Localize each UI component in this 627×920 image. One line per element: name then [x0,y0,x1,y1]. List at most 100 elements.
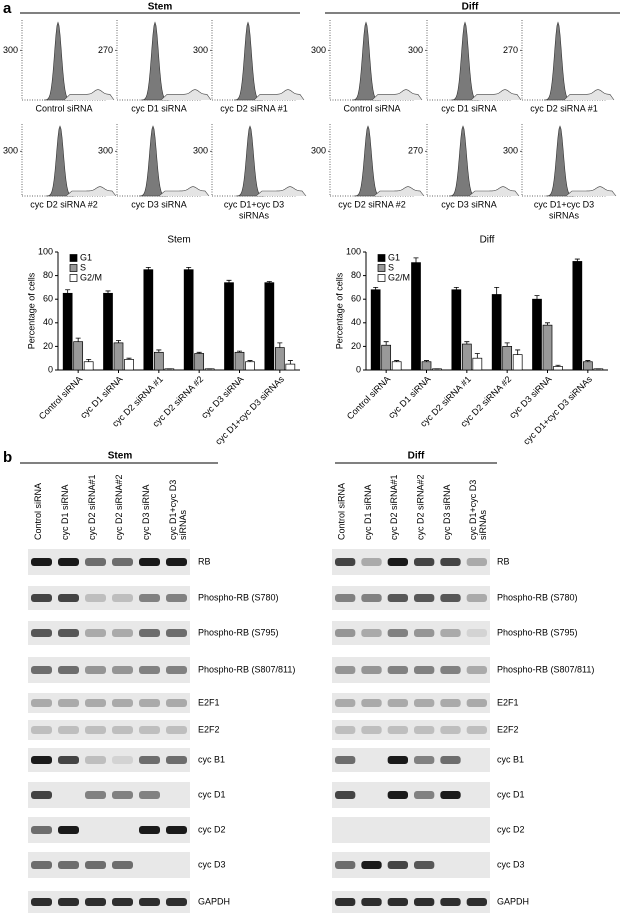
group-title: Stem [148,2,173,13]
legend-swatch [377,254,386,262]
band [361,726,382,734]
y-tick-label: 20 [351,341,361,351]
band [335,756,356,764]
band [414,558,435,566]
histogram-caption: cyc D1+cyc D3 [534,199,594,209]
error-bar [116,340,121,343]
bar [553,366,563,371]
s-phase [253,89,305,101]
band [387,726,408,734]
blot-row-label: Phospho-RB (S795) [198,627,279,637]
band [31,756,52,764]
band [139,756,160,764]
band [466,726,487,734]
legend-swatch [377,264,386,272]
legend-label: G2/M [388,272,410,282]
error-bar [424,360,429,362]
band [85,756,106,764]
band [335,629,356,637]
band [466,699,487,707]
band [166,898,187,906]
y-tick-label: 60 [43,294,53,304]
blot-panel [28,549,190,575]
error-bar [515,349,521,355]
band [387,699,408,707]
band [361,699,382,707]
s-phase [255,186,307,197]
bar [532,298,542,371]
band [440,699,461,707]
chart-title: Stem [167,235,190,246]
legend-swatch [69,254,78,262]
bar [421,361,432,371]
bar [411,262,421,371]
blot-panel [332,748,490,772]
blot-row-label: E2F2 [198,724,220,734]
band [112,726,133,734]
band [335,861,356,869]
blot-panel [332,817,490,843]
g1-peak [450,21,480,101]
band [440,756,461,764]
blot-panel [332,549,490,575]
blot-panel [28,852,190,878]
error-bar [65,289,71,294]
band [466,666,487,674]
band [335,699,356,707]
band [112,756,133,764]
bar [73,341,84,371]
band [112,898,133,906]
lane-label: cyc D3 siRNA [442,484,452,540]
blot-row-label: cyc B1 [198,754,225,764]
band [361,558,382,566]
band [387,558,408,566]
band [466,594,487,602]
band [387,666,408,674]
band [31,629,52,637]
blot-row-label: cyc D1 [497,789,525,799]
blot-panel [332,657,490,683]
blot-panel [28,748,190,772]
band [466,558,487,566]
s-phase [160,89,212,101]
histogram-caption: cyc D2 siRNA #1 [220,103,288,113]
error-bar [394,360,400,362]
lane-label: cyc D1 siRNA [363,484,373,540]
blot-panel [28,891,190,913]
g1-peak [43,21,73,101]
lane-label: Control siRNA [33,483,43,540]
blot-panel [332,720,490,740]
error-bar [287,360,293,365]
error-bar [585,360,591,362]
band [112,699,133,707]
band [335,791,356,799]
band [112,629,133,637]
band [414,699,435,707]
band [31,791,52,799]
bar [381,344,392,371]
band [335,666,356,674]
y-tick-label: 100 [38,246,53,256]
band [166,726,187,734]
band [335,726,356,734]
error-bar [474,353,480,359]
band [139,898,160,906]
band [387,629,408,637]
blot-panel [28,720,190,740]
blot-row-label: RB [497,556,510,566]
blot-row-label: Phospho-RB (S807/811) [198,664,295,674]
band [361,666,382,674]
band [85,666,106,674]
band [440,666,461,674]
band [414,861,435,869]
bar [542,324,553,371]
band [58,756,79,764]
band [31,898,52,906]
band [440,898,461,906]
error-bar [494,287,500,295]
tick-label: 300 [503,146,518,156]
error-bar [574,258,580,262]
tick-label: 270 [98,45,113,55]
error-bar [266,281,272,283]
